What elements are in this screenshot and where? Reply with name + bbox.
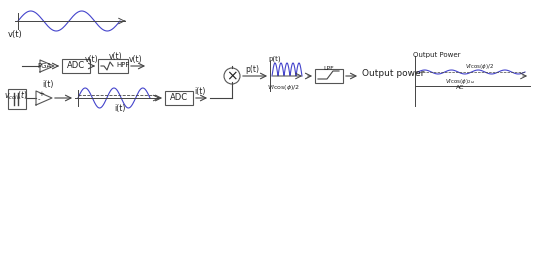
Text: p(t): p(t) xyxy=(245,65,259,74)
Text: +: + xyxy=(38,91,44,97)
Text: v(t): v(t) xyxy=(109,52,123,61)
Bar xyxy=(165,91,193,105)
Text: i(t): i(t) xyxy=(114,104,126,113)
Text: Output power: Output power xyxy=(362,68,424,78)
Text: ×: × xyxy=(226,69,238,83)
Text: HPF: HPF xyxy=(116,62,130,68)
Text: $VI\cos(\phi)/2$: $VI\cos(\phi)/2$ xyxy=(266,83,300,92)
Bar xyxy=(315,69,343,83)
Bar xyxy=(8,89,26,109)
Text: $VI\cos(\phi)_{2\omega}$: $VI\cos(\phi)_{2\omega}$ xyxy=(445,77,475,86)
Text: Output Power: Output Power xyxy=(413,52,461,58)
Text: LPF: LPF xyxy=(324,66,334,71)
Bar xyxy=(98,59,128,73)
Text: AC: AC xyxy=(456,85,464,90)
Text: PGA: PGA xyxy=(38,63,52,69)
Text: v(t): v(t) xyxy=(85,55,99,64)
Text: $v_{coil}(t)$: $v_{coil}(t)$ xyxy=(4,89,28,102)
Text: i(t): i(t) xyxy=(195,87,206,96)
Bar xyxy=(62,59,90,73)
Text: v(t): v(t) xyxy=(8,30,23,39)
Circle shape xyxy=(224,68,240,84)
Text: ADC: ADC xyxy=(170,93,188,103)
Text: i(t): i(t) xyxy=(42,80,54,89)
Text: v(t): v(t) xyxy=(129,55,143,64)
Text: -: - xyxy=(38,96,41,102)
Text: $VI\cos(\phi)/2$: $VI\cos(\phi)/2$ xyxy=(465,62,495,71)
Text: p(t): p(t) xyxy=(268,56,281,62)
Text: ADC: ADC xyxy=(67,62,85,70)
